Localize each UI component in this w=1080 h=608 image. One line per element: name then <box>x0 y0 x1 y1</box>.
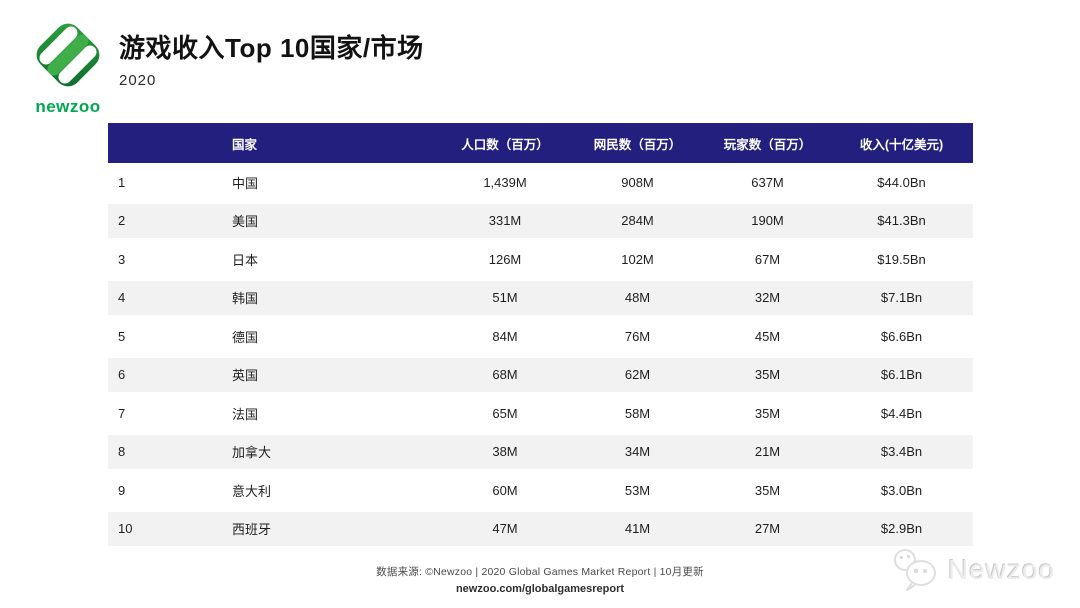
rank-cell: 10 <box>108 509 160 548</box>
rank-cell: 8 <box>108 432 160 471</box>
revenue-cell: $19.5Bn <box>830 240 973 279</box>
wechat-icon <box>894 549 936 591</box>
country-cell: 日本 <box>160 240 440 279</box>
rank-cell: 9 <box>108 471 160 510</box>
country-cell: 法国 <box>160 394 440 433</box>
players-cell: 32M <box>705 278 830 317</box>
rank-cell: 6 <box>108 355 160 394</box>
country-cell: 加拿大 <box>160 432 440 471</box>
wechat-watermark: Newzoo <box>890 547 1055 593</box>
col-header-country: 国家 <box>160 123 440 163</box>
population-cell: 1,439M <box>440 163 570 202</box>
title-block: 游戏收入Top 10国家/市场 2020 <box>119 33 424 89</box>
population-cell: 38M <box>440 432 570 471</box>
revenue-cell: $4.4Bn <box>830 394 973 433</box>
revenue-cell: $6.6Bn <box>830 317 973 356</box>
internet-users-cell: 76M <box>570 317 705 356</box>
col-header-internet-users: 网民数（百万） <box>570 123 705 163</box>
population-cell: 331M <box>440 201 570 240</box>
players-cell: 35M <box>705 394 830 433</box>
rank-cell: 4 <box>108 278 160 317</box>
population-cell: 65M <box>440 394 570 433</box>
revenue-cell: $41.3Bn <box>830 201 973 240</box>
revenue-cell: $44.0Bn <box>830 163 973 202</box>
revenue-cell: $2.9Bn <box>830 509 973 548</box>
table-row: 6 英国 68M 62M 35M $6.1Bn <box>108 355 973 394</box>
table-row: 7 法国 65M 58M 35M $4.4Bn <box>108 394 973 433</box>
internet-users-cell: 34M <box>570 432 705 471</box>
internet-users-cell: 58M <box>570 394 705 433</box>
country-cell: 意大利 <box>160 471 440 510</box>
internet-users-cell: 48M <box>570 278 705 317</box>
players-cell: 27M <box>705 509 830 548</box>
country-cell: 西班牙 <box>160 509 440 548</box>
col-header-population: 人口数（百万） <box>440 123 570 163</box>
revenue-cell: $3.0Bn <box>830 471 973 510</box>
table-row: 9 意大利 60M 53M 35M $3.0Bn <box>108 471 973 510</box>
internet-users-cell: 53M <box>570 471 705 510</box>
page-subtitle: 2020 <box>119 72 157 90</box>
country-cell: 英国 <box>160 355 440 394</box>
players-cell: 35M <box>705 471 830 510</box>
data-source-text: 数据来源: ©Newzoo | 2020 Global Games Market… <box>376 566 704 578</box>
rank-cell: 2 <box>108 201 160 240</box>
rank-cell: 7 <box>108 394 160 433</box>
revenue-cell: $3.4Bn <box>830 432 973 471</box>
population-cell: 60M <box>440 471 570 510</box>
top10-countries-table: 国家 人口数（百万） 网民数（百万） 玩家数（百万） 收入(十亿美元) 1 中国… <box>108 123 973 548</box>
page-title: 游戏收入Top 10国家/市场 <box>119 33 424 63</box>
table-row: 8 加拿大 38M 34M 21M $3.4Bn <box>108 432 973 471</box>
table-row: 5 德国 84M 76M 45M $6.6Bn <box>108 317 973 356</box>
newzoo-logo-icon <box>36 23 100 87</box>
newzoo-logo: newzoo <box>28 16 108 117</box>
internet-users-cell: 908M <box>570 163 705 202</box>
internet-users-cell: 41M <box>570 509 705 548</box>
watermark-text: Newzoo <box>948 554 1056 585</box>
table-row: 10 西班牙 47M 41M 27M $2.9Bn <box>108 509 973 548</box>
internet-users-cell: 284M <box>570 201 705 240</box>
footer: 数据来源: ©Newzoo | 2020 Global Games Market… <box>0 564 1080 595</box>
revenue-cell: $6.1Bn <box>830 355 973 394</box>
country-cell: 韩国 <box>160 278 440 317</box>
players-cell: 637M <box>705 163 830 202</box>
players-cell: 45M <box>705 317 830 356</box>
players-cell: 67M <box>705 240 830 279</box>
table-body: 1 中国 1,439M 908M 637M $44.0Bn 2 美国 331M … <box>108 163 973 548</box>
newzoo-wordmark: newzoo <box>35 97 101 116</box>
report-url-link[interactable]: newzoo.com/globalgamesreport <box>455 583 625 595</box>
population-cell: 51M <box>440 278 570 317</box>
table-header: 国家 人口数（百万） 网民数（百万） 玩家数（百万） 收入(十亿美元) <box>108 123 973 163</box>
country-cell: 德国 <box>160 317 440 356</box>
table-row: 1 中国 1,439M 908M 637M $44.0Bn <box>108 163 973 202</box>
col-header-rank <box>108 123 160 163</box>
rank-cell: 3 <box>108 240 160 279</box>
population-cell: 68M <box>440 355 570 394</box>
table-header-row: 国家 人口数（百万） 网民数（百万） 玩家数（百万） 收入(十亿美元) <box>108 123 973 163</box>
rank-cell: 5 <box>108 317 160 356</box>
rank-cell: 1 <box>108 163 160 202</box>
population-cell: 47M <box>440 509 570 548</box>
internet-users-cell: 62M <box>570 355 705 394</box>
internet-users-cell: 102M <box>570 240 705 279</box>
players-cell: 35M <box>705 355 830 394</box>
players-cell: 190M <box>705 201 830 240</box>
table-row: 2 美国 331M 284M 190M $41.3Bn <box>108 201 973 240</box>
table-row: 3 日本 126M 102M 67M $19.5Bn <box>108 240 973 279</box>
population-cell: 126M <box>440 240 570 279</box>
col-header-players: 玩家数（百万） <box>705 123 830 163</box>
country-cell: 美国 <box>160 201 440 240</box>
country-cell: 中国 <box>160 163 440 202</box>
table-row: 4 韩国 51M 48M 32M $7.1Bn <box>108 278 973 317</box>
players-cell: 21M <box>705 432 830 471</box>
revenue-cell: $7.1Bn <box>830 278 973 317</box>
col-header-revenue: 收入(十亿美元) <box>830 123 973 163</box>
population-cell: 84M <box>440 317 570 356</box>
